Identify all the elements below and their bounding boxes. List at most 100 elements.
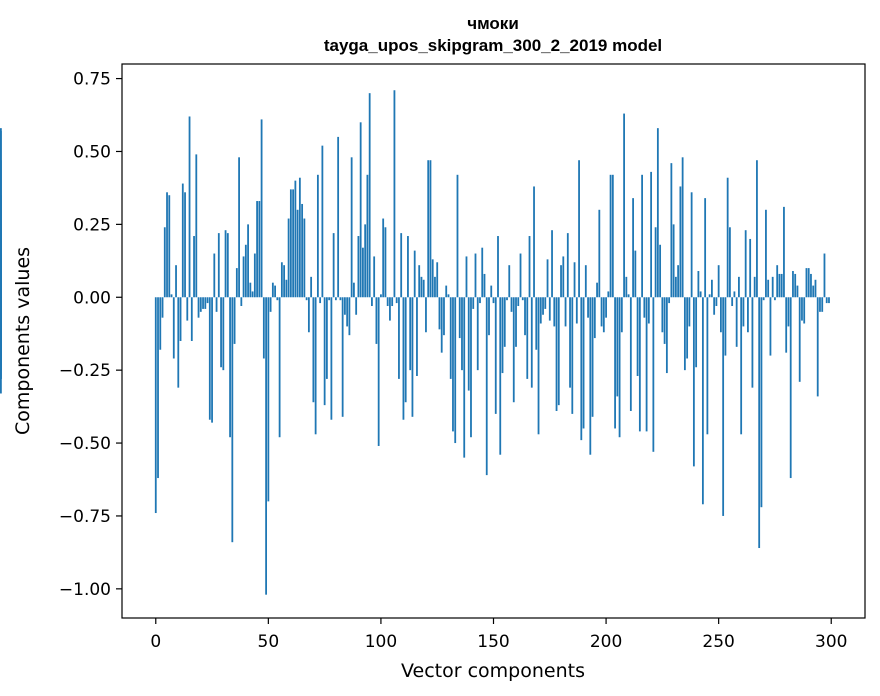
bar-251 [720, 297, 722, 333]
bar-67 [305, 297, 308, 301]
bar-78 [330, 297, 333, 420]
bar-200 [605, 297, 607, 318]
bar-203 [611, 174, 614, 298]
bar-1 [157, 297, 159, 479]
bar-218 [645, 297, 648, 432]
bar-205 [616, 297, 619, 397]
y-tick-label: 0.00 [73, 288, 111, 308]
bar-288 [803, 297, 806, 324]
bar-120 [425, 297, 427, 333]
bar-64 [298, 177, 301, 298]
bar-160 [515, 297, 517, 347]
bar-232 [677, 265, 680, 298]
bar-286 [798, 297, 801, 382]
bar-104 [389, 297, 391, 321]
bar-92 [362, 247, 364, 298]
bar-116 [416, 297, 418, 376]
bar-6 [168, 195, 171, 298]
bar-299 [828, 297, 830, 304]
x-axis-label: Vector components [401, 660, 585, 682]
bar-80 [334, 297, 337, 301]
bar-207 [620, 297, 623, 333]
bar-159 [512, 297, 515, 403]
bar-100 [380, 294, 382, 298]
bar-185 [571, 297, 574, 414]
bar-11 [179, 297, 182, 341]
bar-150 [492, 297, 495, 304]
bar-74 [321, 145, 324, 298]
bar-70 [312, 297, 315, 403]
bar-225 [661, 297, 664, 333]
bar-146 [483, 273, 486, 298]
bar-54 [276, 297, 279, 301]
bar-41 [247, 224, 249, 298]
bar-188 [578, 160, 580, 298]
bar-107 [395, 297, 398, 304]
bar-94 [366, 174, 369, 298]
bar-0 [154, 297, 157, 514]
bar-36 [235, 268, 238, 298]
bar-43 [251, 291, 254, 298]
bar-264 [749, 238, 752, 298]
x-tick-label: 300 [815, 632, 847, 652]
bar-292 [812, 285, 815, 298]
bar-96 [371, 297, 373, 307]
bar-109 [400, 233, 403, 298]
bar-268 [758, 297, 761, 549]
bar-153 [499, 297, 502, 455]
bar-284 [794, 273, 797, 298]
bar-121 [427, 160, 430, 298]
bar-175 [548, 297, 551, 321]
bar-201 [607, 291, 610, 298]
bar-131 [449, 297, 452, 379]
bar-262 [744, 230, 747, 298]
bar-233 [679, 186, 682, 298]
x-axis-ticks: 0 50 100 150 200 250 300 [150, 618, 847, 652]
bar-190 [582, 297, 585, 429]
bar-167 [530, 297, 533, 388]
bar-269 [760, 297, 763, 508]
bar-253 [724, 297, 727, 356]
bar-32 [226, 233, 229, 298]
bar-197 [598, 209, 601, 298]
bar-91 [359, 122, 362, 298]
bar-101 [382, 218, 385, 298]
bar-125 [436, 262, 439, 298]
bar-259 [738, 276, 740, 298]
bar-117 [418, 265, 421, 298]
bar-267 [756, 160, 758, 298]
bar-270 [762, 297, 765, 301]
bar-undefined [0, 224, 2, 298]
bar-260 [740, 297, 743, 435]
bar-211 [629, 297, 632, 411]
bar-250 [717, 265, 720, 298]
bar-137 [463, 297, 466, 458]
bar-296 [821, 297, 824, 312]
bar-280 [785, 297, 788, 353]
bar-128 [443, 297, 445, 336]
bar-73 [319, 297, 322, 304]
bar-3 [161, 297, 164, 318]
bar-undefined [0, 297, 2, 371]
bar-106 [393, 90, 396, 298]
bar-58 [285, 279, 288, 298]
bar-178 [555, 297, 558, 411]
bar-34 [231, 297, 234, 543]
bar-275 [774, 297, 776, 301]
bar-179 [557, 297, 560, 406]
bar-266 [753, 276, 756, 298]
bar-127 [440, 297, 443, 353]
bar-129 [445, 285, 448, 298]
bar-69 [310, 276, 313, 298]
bar-156 [506, 297, 508, 301]
bar-298 [825, 297, 828, 304]
bar-182 [564, 297, 567, 327]
bar-93 [364, 224, 367, 298]
bar-66 [303, 218, 306, 298]
bar-62 [294, 180, 297, 298]
bar-184 [569, 297, 571, 388]
bar-183 [566, 233, 569, 298]
bar-2 [159, 297, 162, 350]
bar-85 [346, 297, 349, 327]
bar-75 [323, 297, 326, 406]
